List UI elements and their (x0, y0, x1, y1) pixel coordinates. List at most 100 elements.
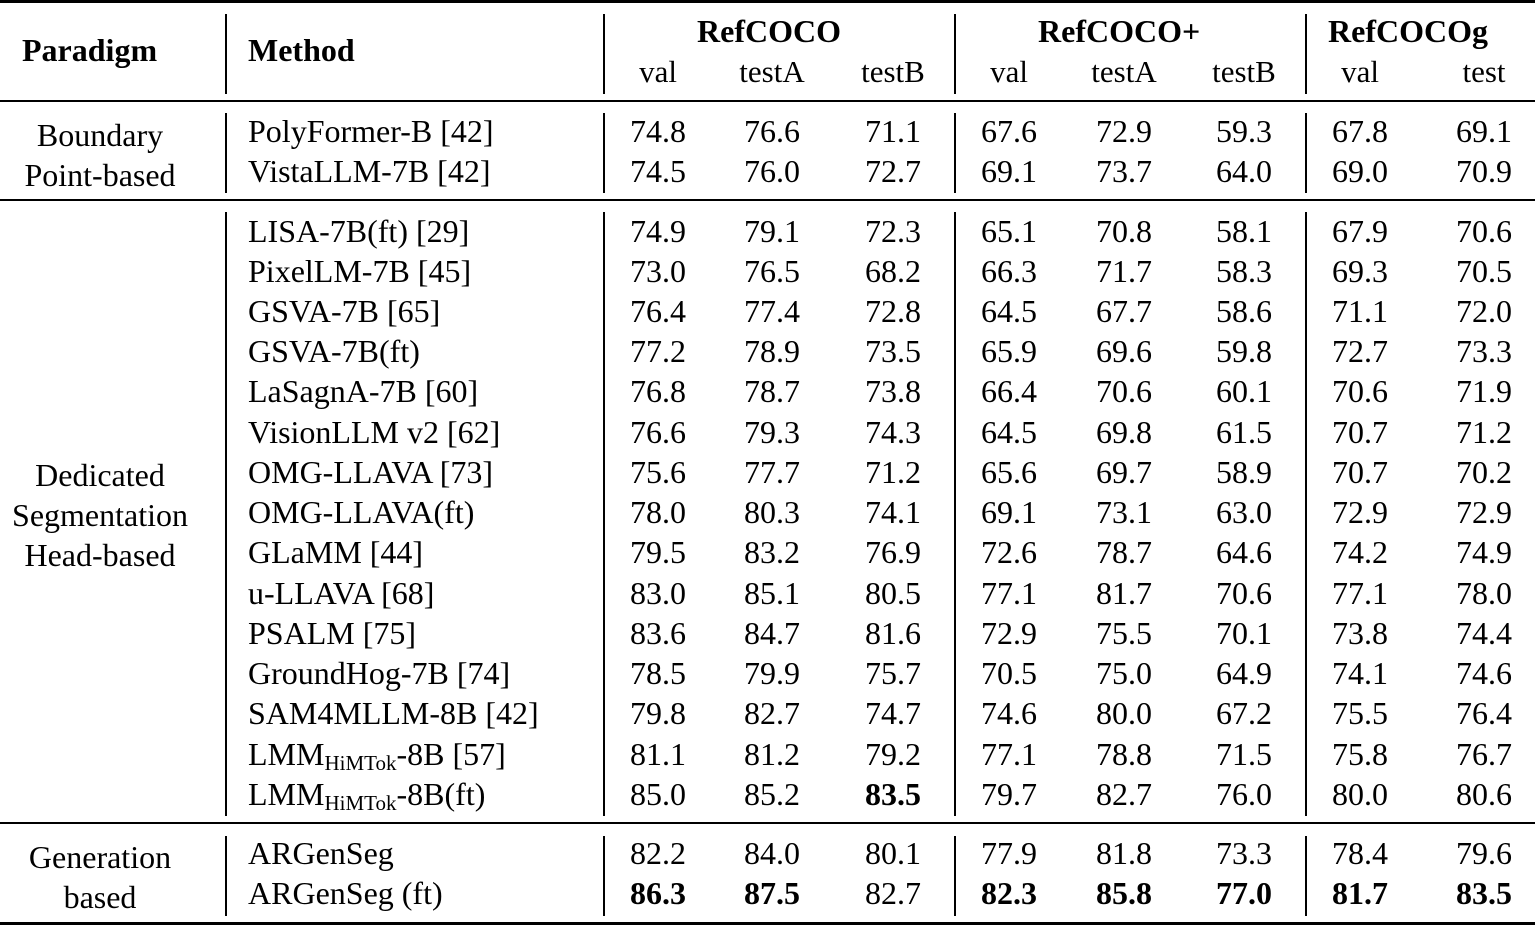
method-name: LMMHiMTok-8B(ft) (248, 778, 485, 814)
split-header-3: val (990, 54, 1028, 89)
value-cell: 79.2 (865, 736, 921, 772)
method-label: ARGenSeg (ft) (248, 875, 443, 911)
value-cell: 78.8 (1096, 736, 1152, 772)
value-cell: 70.5 (1456, 253, 1512, 289)
value-cell: 72.7 (865, 153, 921, 189)
value-cell: 74.4 (1456, 615, 1512, 651)
value-cell: 75.0 (1096, 655, 1152, 691)
method-header: Method (248, 32, 355, 68)
value-cell: 69.1 (981, 494, 1037, 530)
value-cell: 83.0 (630, 575, 686, 611)
value-cell: 72.9 (1456, 494, 1512, 530)
method-label: PSALM [75] (248, 615, 417, 651)
method-label: LMM (248, 736, 325, 772)
column-separator (225, 836, 227, 916)
value-cell: 80.5 (865, 575, 921, 611)
value-cell: 64.0 (1216, 153, 1272, 189)
method-name: ARGenSeg (ft) (248, 877, 443, 909)
column-separator (603, 113, 605, 193)
value-cell: 72.9 (1332, 494, 1388, 530)
value-cell: 79.9 (744, 655, 800, 691)
value-cell: 86.3 (630, 875, 686, 911)
method-label: OMG-LLAVA [73] (248, 454, 494, 490)
value-cell: 77.4 (744, 293, 800, 329)
value-cell: 70.1 (1216, 615, 1272, 651)
column-separator (225, 212, 227, 816)
split-header-6: val (1341, 54, 1379, 89)
method-subscript: HiMTok (324, 791, 397, 815)
value-cell: 76.9 (865, 534, 921, 570)
value-cell: 70.8 (1096, 213, 1152, 249)
column-separator (225, 14, 227, 94)
split-header-2: testB (861, 54, 925, 89)
value-cell: 77.9 (981, 835, 1037, 871)
value-cell: 70.9 (1456, 153, 1512, 189)
value-cell: 79.8 (630, 695, 686, 731)
value-cell: 84.7 (744, 615, 800, 651)
value-cell: 59.3 (1216, 113, 1272, 149)
value-cell: 58.3 (1216, 253, 1272, 289)
paradigm-label: Boundary Point-based (0, 115, 205, 195)
method-label: LaSagnA-7B [60] (248, 373, 479, 409)
value-cell: 80.1 (865, 835, 921, 871)
value-cell: 70.6 (1216, 575, 1272, 611)
value-cell: 82.3 (981, 875, 1037, 911)
value-cell: 70.6 (1096, 373, 1152, 409)
method-name: LMMHiMTok-8B [57] (248, 736, 506, 774)
value-cell: 76.0 (744, 153, 800, 189)
value-cell: 77.1 (981, 575, 1037, 611)
value-cell: 73.3 (1456, 333, 1512, 369)
value-cell: 74.8 (630, 113, 686, 149)
method-name: GSVA-7B(ft) (248, 335, 420, 367)
value-cell: 78.0 (1456, 575, 1512, 611)
header-rule (0, 100, 1535, 102)
value-cell: 74.9 (1456, 534, 1512, 570)
value-cell: 72.7 (1332, 333, 1388, 369)
column-separator (603, 836, 605, 916)
value-cell: 75.8 (1332, 736, 1388, 772)
value-cell: 66.3 (981, 253, 1037, 289)
value-cell: 67.2 (1216, 695, 1272, 731)
group-header-refcoco: RefCOCO (697, 13, 841, 49)
value-cell: 85.1 (744, 575, 800, 611)
value-cell: 73.8 (865, 373, 921, 409)
paradigm-line: Boundary (36, 117, 164, 153)
value-cell: 76.7 (1456, 736, 1512, 772)
column-separator (1305, 113, 1307, 193)
value-cell: 83.5 (1456, 875, 1512, 911)
bottom-rule (0, 922, 1535, 925)
method-subscript: HiMTok (324, 751, 397, 775)
top-rule (0, 0, 1535, 3)
group-header-refcocog: RefCOCOg (1328, 13, 1488, 49)
paradigm-line: Generation (28, 839, 172, 875)
value-cell: 73.0 (630, 253, 686, 289)
section-rule-1 (0, 199, 1535, 201)
value-cell: 71.2 (1456, 414, 1512, 450)
value-cell: 64.6 (1216, 534, 1272, 570)
value-cell: 81.8 (1096, 835, 1152, 871)
split-header-4: testA (1091, 54, 1157, 89)
value-cell: 69.8 (1096, 414, 1152, 450)
value-cell: 76.0 (1216, 776, 1272, 812)
value-cell: 70.7 (1332, 454, 1388, 490)
value-cell: 75.6 (630, 454, 686, 490)
value-cell: 64.9 (1216, 655, 1272, 691)
method-name: SAM4MLLM-8B [42] (248, 697, 539, 729)
value-cell: 72.9 (1096, 113, 1152, 149)
method-label: GLaMM [44] (248, 534, 424, 570)
value-cell: 63.0 (1216, 494, 1272, 530)
value-cell: 69.1 (981, 153, 1037, 189)
method-name: LISA-7B(ft) [29] (248, 215, 469, 247)
paradigm-line: Segmentation (12, 497, 188, 534)
method-name: GSVA-7B [65] (248, 295, 440, 327)
value-cell: 78.7 (744, 373, 800, 409)
method-name: GLaMM [44] (248, 536, 423, 568)
value-cell: 76.6 (744, 113, 800, 149)
value-cell: 69.7 (1096, 454, 1152, 490)
value-cell: 67.8 (1332, 113, 1388, 149)
value-cell: 78.9 (744, 333, 800, 369)
value-cell: 78.4 (1332, 835, 1388, 871)
value-cell: 78.5 (630, 655, 686, 691)
value-cell: 80.3 (744, 494, 800, 530)
